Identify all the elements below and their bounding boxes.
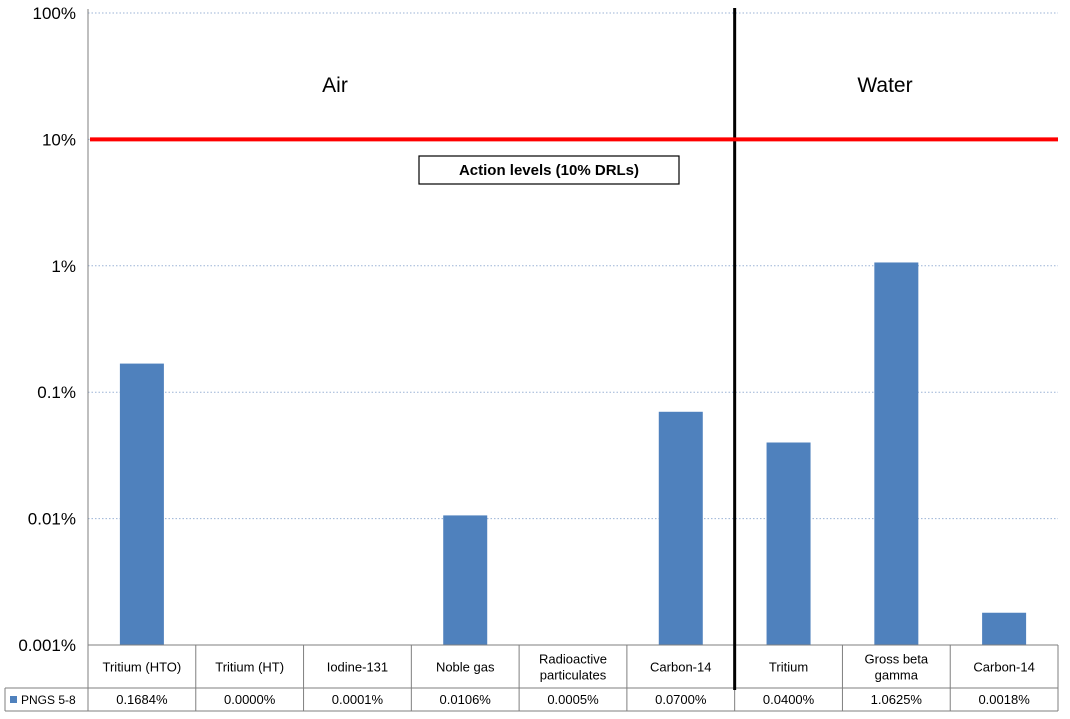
bars bbox=[119, 262, 1027, 645]
category-label: Tritium (HTO) bbox=[103, 660, 182, 675]
data-table: Tritium (HTO) Tritium (HT) Iodine-131 Noble… bbox=[4, 644, 1059, 712]
legend-label: PNGS 5-8 bbox=[21, 693, 76, 707]
y-tick-label: 0.1% bbox=[37, 383, 76, 402]
reference-line-group: Action levels (10% DRLs) bbox=[90, 137, 1058, 185]
bar bbox=[982, 612, 1027, 645]
bar bbox=[443, 515, 488, 645]
bar bbox=[874, 262, 919, 645]
bar bbox=[766, 442, 811, 645]
value-label: 1.0625% bbox=[871, 692, 923, 707]
y-tick-label: 1% bbox=[51, 257, 76, 276]
category-label: Tritium (HT) bbox=[215, 660, 284, 675]
bar bbox=[658, 411, 703, 645]
value-label: 0.0400% bbox=[763, 692, 815, 707]
category-label: Noble gas bbox=[436, 660, 495, 675]
category-label: Carbon-14 bbox=[973, 660, 1034, 675]
value-label: 0.0018% bbox=[978, 692, 1030, 707]
annotation-label: Action levels (10% DRLs) bbox=[459, 162, 639, 179]
value-label: 0.0005% bbox=[547, 692, 599, 707]
annotation-box bbox=[418, 155, 680, 185]
region-labels: Air Water bbox=[322, 8, 913, 690]
legend-swatch bbox=[10, 696, 17, 703]
region-label: Air bbox=[322, 74, 348, 97]
y-tick-label: 0.01% bbox=[28, 510, 76, 529]
category-label: Gross beta gamma bbox=[865, 652, 929, 683]
y-tick-label: 10% bbox=[42, 130, 76, 149]
category-label: Carbon-14 bbox=[650, 660, 711, 675]
bar bbox=[119, 363, 164, 645]
y-tick-label: 0.001% bbox=[18, 636, 76, 655]
category-label: Iodine-131 bbox=[327, 660, 388, 675]
value-label: 0.0001% bbox=[332, 692, 384, 707]
category-label: Tritium bbox=[769, 660, 808, 675]
region-label: Water bbox=[857, 74, 912, 97]
value-label: 0.0700% bbox=[655, 692, 707, 707]
value-label: 0.1684% bbox=[116, 692, 168, 707]
y-tick-label: 100% bbox=[33, 4, 76, 23]
value-label: 0.0106% bbox=[440, 692, 492, 707]
category-label: Radioactive particulates bbox=[539, 652, 607, 683]
value-label: 0.0000% bbox=[224, 692, 276, 707]
y-tick-labels: 100% 10% 1% 0.1% 0.01% 0.001% bbox=[18, 4, 76, 655]
